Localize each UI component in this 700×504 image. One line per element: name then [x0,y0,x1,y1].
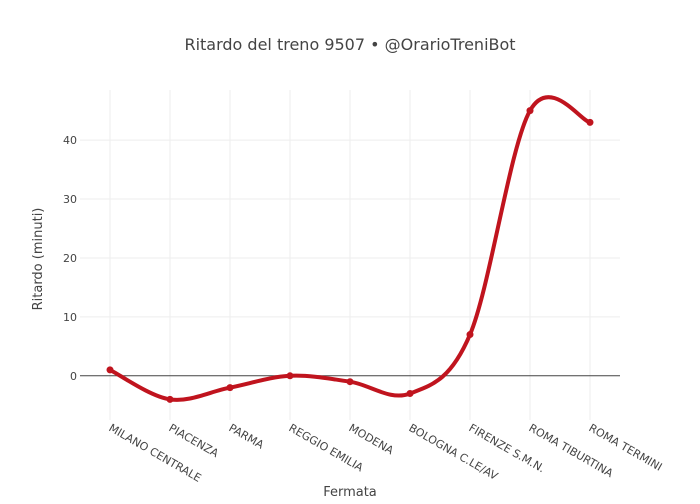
grid [80,90,620,420]
x-tick-label: PIACENZA [167,421,222,460]
y-tick-label: 10 [63,311,77,324]
y-tick-label: 30 [63,193,77,206]
x-axis-title: Fermata [323,485,377,500]
data-point[interactable] [406,389,414,397]
x-tick-label: MODENA [347,421,397,457]
y-tick-label: 20 [63,252,77,265]
data-point[interactable] [166,395,174,403]
series-line [108,95,592,402]
data-point[interactable] [346,378,354,386]
series-layer [106,95,594,403]
y-tick-labels: 0 10 20 30 40 [63,134,77,383]
y-tick-label: 40 [63,134,77,147]
y-tick-label: 0 [70,370,77,383]
data-point[interactable] [586,118,594,126]
data-point[interactable] [286,372,294,380]
y-axis-title: Ritardo (minuti) [31,208,46,311]
data-point[interactable] [526,107,534,115]
data-point[interactable] [106,366,114,374]
data-point[interactable] [226,384,234,392]
data-point[interactable] [466,331,474,339]
chart-title: Ritardo del treno 9507 • @OrarioTreniBot [184,35,515,54]
x-tick-label: PARMA [227,421,267,452]
